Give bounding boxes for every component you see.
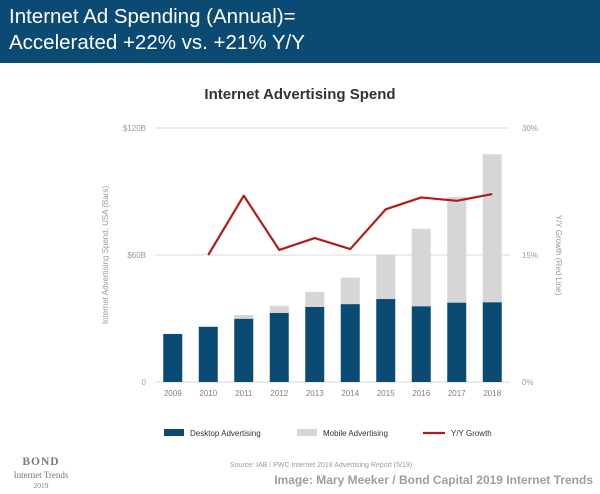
legend-label-mobile: Mobile Advertising [323,429,388,438]
bar-desktop-2011 [234,318,254,382]
headline-line-2: Accelerated +22% vs. +21% Y/Y [9,31,305,54]
bar-desktop-2016 [411,306,431,382]
bar-mobile-2017 [447,196,467,303]
bar-desktop-2013 [305,306,325,382]
bond-logo: BOND Internet Trends 2019 [11,456,71,490]
bar-mobile-2014 [340,277,360,305]
logo-text-year: 2019 [33,480,49,490]
bar-desktop-2015 [376,299,396,382]
image-credit: Image: Mary Meeker / Bond Capital 2019 I… [274,473,593,487]
x-tick-label: 2016 [412,389,430,398]
bar-mobile-2010 [198,325,218,327]
title-banner: Internet Ad Spending (Annual)= Accelerat… [0,0,600,63]
bar-desktop-2017 [447,302,467,382]
x-tick-label: 2009 [164,389,182,398]
bar-mobile-2015 [376,255,396,300]
y-right-tick-label: 0% [522,378,534,387]
y-right-axis-label: Y/Y Growth (Red Line) [554,215,563,296]
x-tick-label: 2013 [306,389,324,398]
bar-mobile-2018 [482,154,502,303]
x-tick-label: 2017 [448,389,466,398]
y-left-tick-label: $60B [127,251,146,260]
bar-mobile-2011 [234,314,254,319]
y-left-tick-label: $120B [123,124,146,133]
x-tick-label: 2011 [235,389,253,398]
x-tick-label: 2014 [341,389,359,398]
bar-mobile-2012 [269,305,289,313]
headline-line-1: Internet Ad Spending (Annual)= [9,5,296,28]
x-tick-label: 2012 [270,389,288,398]
bar-desktop-2014 [340,304,360,382]
source-note: Source: IAB / PWC Internet 2018 Advertis… [230,462,415,469]
logo-text-bond: BOND [22,456,60,468]
x-tick-label: 2018 [483,389,501,398]
bar-desktop-2009 [163,333,183,382]
bar-desktop-2018 [482,302,502,382]
y-left-tick-label: 0 [142,378,147,387]
legend-swatch-desktop [164,429,184,436]
legend-swatch-mobile [297,429,317,436]
legend-label-desktop: Desktop Advertising [190,429,261,438]
logo-text-internet-trends: Internet Trends [13,469,69,480]
bar-desktop-2012 [269,312,289,382]
bar-desktop-2010 [198,326,218,382]
bar-mobile-2016 [411,228,431,307]
x-tick-label: 2015 [377,389,395,398]
y-right-tick-label: 30% [522,124,538,133]
x-tick-label: 2010 [199,389,217,398]
legend-label-growth: Y/Y Growth [451,429,492,438]
chart-title: Internet Advertising Spend [204,86,395,103]
bar-mobile-2013 [305,291,325,307]
y-left-axis-label: Internet Advertising Spend, USA (Bars) [101,186,110,325]
advertising-spend-chart: Internet Advertising Spend 0 $60B $120B 0% 15… [101,86,563,438]
y-right-tick-label: 15% [522,251,538,260]
